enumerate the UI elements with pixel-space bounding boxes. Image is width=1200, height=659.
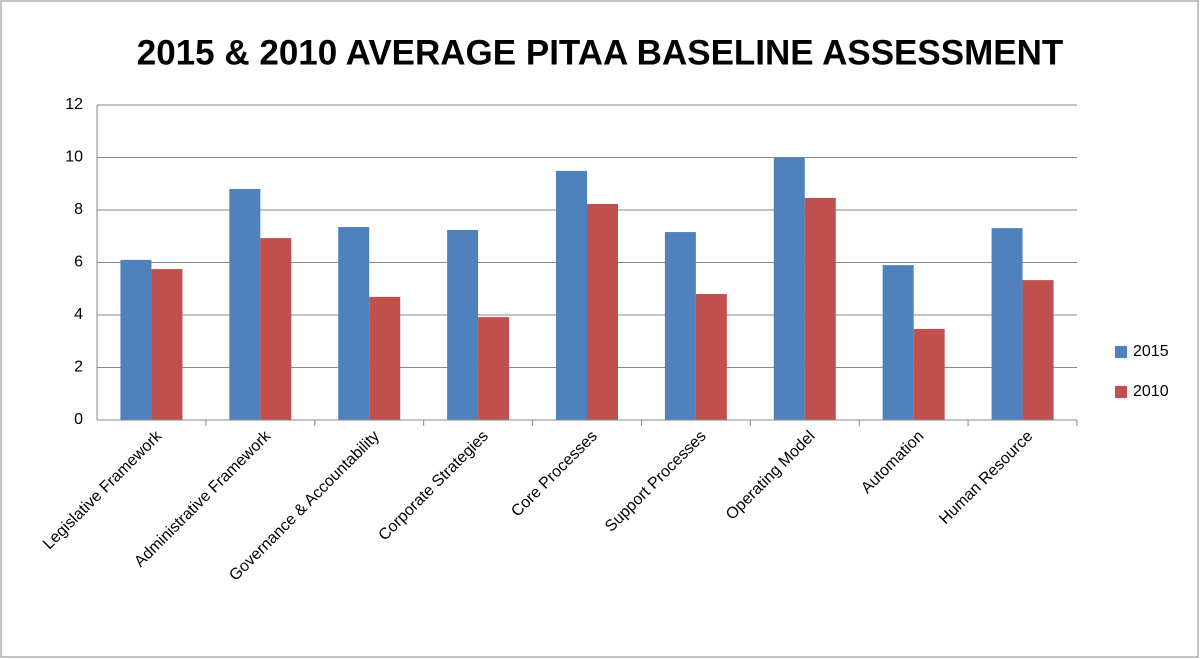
bar (913, 328, 945, 420)
legend-label: 2010 (1133, 383, 1169, 400)
bar (556, 170, 587, 420)
bar (695, 294, 727, 420)
y-tick-label: 0 (74, 411, 83, 428)
bar (260, 238, 292, 420)
bar (447, 229, 479, 420)
bar (773, 157, 805, 420)
bar (338, 227, 370, 420)
legend-swatch (1115, 346, 1127, 358)
y-tick-label: 10 (65, 149, 83, 166)
y-tick-label: 12 (65, 96, 83, 113)
bar (664, 232, 696, 420)
y-tick-label: 8 (74, 201, 83, 218)
bar (882, 265, 914, 420)
legend-label: 2015 (1133, 343, 1169, 360)
y-tick-label: 4 (74, 306, 83, 323)
bar (120, 259, 152, 420)
legend-swatch (1115, 386, 1127, 398)
y-tick-label: 6 (74, 254, 83, 271)
bar (151, 269, 183, 420)
chart-title: 2015 & 2010 AVERAGE PITAA BASELINE ASSES… (137, 33, 1063, 72)
bar (369, 296, 401, 420)
bar (229, 189, 261, 420)
bar (804, 197, 836, 420)
y-tick-label: 2 (74, 359, 83, 376)
bar (478, 317, 510, 420)
bar (991, 228, 1023, 420)
bar (587, 203, 618, 420)
bar (1022, 280, 1054, 420)
